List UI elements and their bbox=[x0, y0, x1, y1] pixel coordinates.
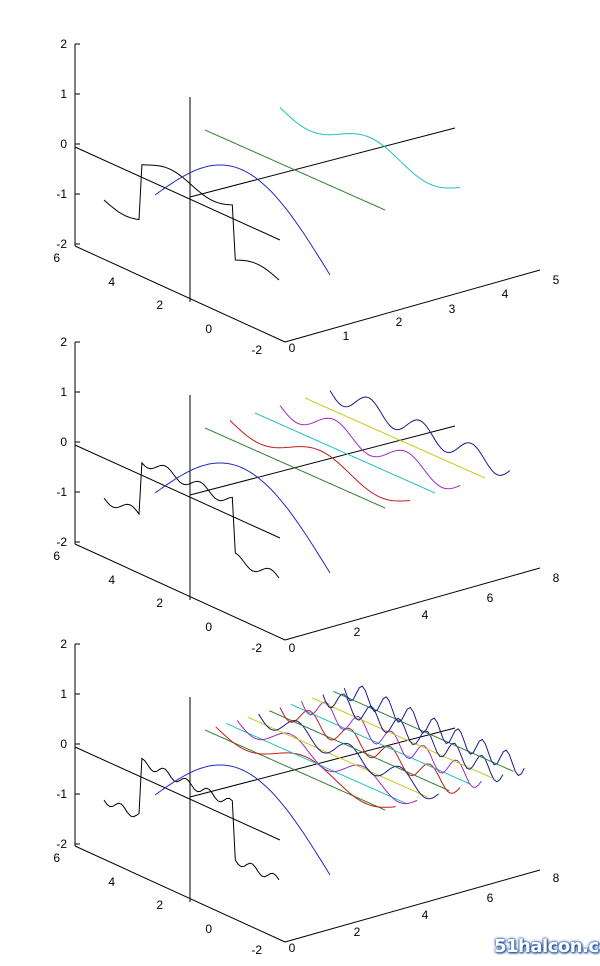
panel-3-z-tick-label: 0 bbox=[60, 737, 67, 751]
panel-1-ref-line-2 bbox=[189, 127, 456, 198]
panel-2-z-tick-label: 1 bbox=[60, 385, 67, 399]
panel-1-z-tick-label: 2 bbox=[60, 37, 67, 51]
panel-2-z-tick-label: -1 bbox=[56, 485, 67, 499]
panel-2-y-axis bbox=[74, 543, 286, 641]
panel-2-x-tick-label: 0 bbox=[289, 641, 296, 655]
panel-2-harmonic-series bbox=[254, 412, 436, 494]
panel-2-ref-line bbox=[74, 444, 281, 539]
panel-2-y-tick-label: 2 bbox=[156, 596, 163, 610]
panel-1-x-tick-label: 1 bbox=[343, 329, 350, 343]
panel-2-y-tick-label: 0 bbox=[205, 620, 212, 634]
panel-3-harmonic-series bbox=[333, 690, 514, 772]
panel-3-ref-line bbox=[74, 746, 281, 841]
panel-1-x-tick-label: 4 bbox=[502, 287, 509, 301]
panel-2-x-tick-label: 6 bbox=[487, 591, 494, 605]
panel-2-square-wave-series bbox=[103, 461, 280, 579]
panel-3-x-tick-label: 4 bbox=[422, 908, 429, 922]
panel-1-y-tick-label: -2 bbox=[251, 343, 262, 357]
panel-3-x-tick-label: 8 bbox=[553, 871, 560, 885]
panel-1-y-axis bbox=[74, 245, 286, 343]
panel-1-z-tick-label: -2 bbox=[56, 237, 67, 251]
panel-1-x-tick-label: 3 bbox=[449, 302, 456, 316]
panel-3-harmonic-series bbox=[322, 693, 504, 783]
panel-2-harmonic-series bbox=[204, 427, 386, 509]
panel-1-y-tick-label: 4 bbox=[108, 275, 115, 289]
panel-2-y-tick-label: 6 bbox=[53, 549, 60, 563]
panel-3-harmonic-series bbox=[215, 726, 396, 808]
panel-2-harmonic-series bbox=[329, 390, 511, 476]
panel-1-x-tick-label: 5 bbox=[553, 273, 560, 287]
panel-3-harmonic-series bbox=[258, 713, 439, 800]
panel-2-x-tick-label: 8 bbox=[553, 571, 560, 585]
panel-1-square-wave-series bbox=[103, 164, 280, 281]
panel-3-x-tick-label: 2 bbox=[354, 925, 361, 939]
panel-1-y-tick-label: 0 bbox=[205, 322, 212, 336]
panel-1-y-tick-label: 6 bbox=[53, 251, 60, 265]
panel-2-ref-line-2 bbox=[189, 425, 456, 496]
panel-1-harmonic-series bbox=[279, 107, 461, 189]
panel-1-z-tick-label: -1 bbox=[56, 187, 67, 201]
panel-3-x-tick-label: 6 bbox=[487, 891, 494, 905]
panel-3-y-tick-label: 6 bbox=[53, 851, 60, 865]
panel-3-x-tick-label: 0 bbox=[289, 941, 296, 955]
panel-3-harmonic-series bbox=[343, 685, 525, 777]
panel-1-z-tick-label: 0 bbox=[60, 137, 67, 151]
panel-3-x-axis bbox=[284, 869, 541, 943]
panel-3-y-tick-label: 0 bbox=[205, 922, 212, 936]
panel-2-harmonic-series bbox=[304, 397, 486, 479]
panel-3-harmonic-series bbox=[236, 720, 418, 805]
panel-1-y-tick-label: 2 bbox=[156, 298, 163, 312]
panel-3-harmonic-series bbox=[290, 703, 471, 785]
panel-3-y-tick-label: -2 bbox=[251, 943, 262, 957]
panel-3-harmonic-series bbox=[226, 723, 407, 805]
panel-3-harmonic-series bbox=[269, 710, 450, 792]
panel-1-ref-line bbox=[74, 146, 281, 241]
panel-3-fundamental-series bbox=[154, 764, 331, 876]
panel-3-ref-line-2 bbox=[189, 727, 456, 798]
panel-1-fundamental-series bbox=[154, 164, 331, 276]
panel-3-z-tick-label: -2 bbox=[56, 837, 67, 851]
panel-3-square-wave-series bbox=[103, 757, 280, 881]
panel-3-z-tick-label: 2 bbox=[60, 637, 67, 651]
panel-3-harmonic-series bbox=[311, 697, 493, 779]
panel-3-y-axis bbox=[74, 845, 286, 943]
panel-3-z-tick-label: 1 bbox=[60, 687, 67, 701]
panel-2-z-tick-label: -2 bbox=[56, 535, 67, 549]
panel-2-z-tick-label: 2 bbox=[60, 335, 67, 349]
panel-2-z-tick-label: 0 bbox=[60, 435, 67, 449]
panel-2-x-tick-label: 4 bbox=[422, 608, 429, 622]
panel-3-harmonic-series bbox=[300, 700, 482, 789]
panel-1-harmonic-series bbox=[204, 129, 386, 211]
panel-3-y-tick-label: 2 bbox=[156, 898, 163, 912]
watermark-logo: 51halcon.com bbox=[494, 936, 600, 957]
panel-3-y-tick-label: 4 bbox=[108, 875, 115, 889]
panel-1-x-axis bbox=[284, 269, 541, 343]
panel-2-y-tick-label: 4 bbox=[108, 573, 115, 587]
panel-2-y-tick-label: -2 bbox=[251, 641, 262, 655]
panel-1-x-tick-label: 0 bbox=[289, 341, 296, 355]
panel-3-harmonic-series bbox=[247, 716, 429, 798]
panel-2-x-axis bbox=[284, 567, 541, 641]
panel-2-x-tick-label: 2 bbox=[354, 625, 361, 639]
panel-3-z-tick-label: -1 bbox=[56, 787, 67, 801]
panel-3-harmonic-series bbox=[279, 707, 461, 794]
panel-1-z-tick-label: 1 bbox=[60, 87, 67, 101]
panel-2-harmonic-series bbox=[279, 405, 461, 490]
panel-1-x-tick-label: 2 bbox=[396, 315, 403, 329]
panel-2-harmonic-series bbox=[229, 420, 411, 502]
panel-2-fundamental-series bbox=[154, 462, 331, 574]
